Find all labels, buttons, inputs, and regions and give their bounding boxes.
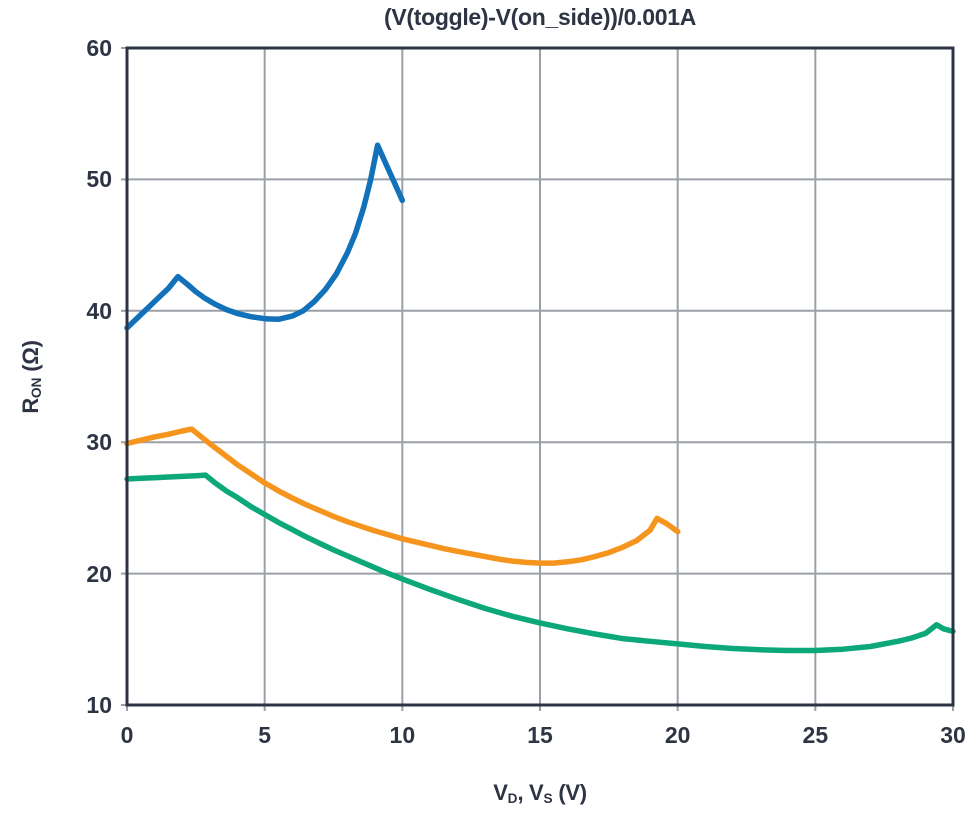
x-tick-label: 0	[120, 722, 134, 748]
orange-curve	[124, 426, 681, 566]
x-tick-label: 10	[389, 722, 416, 748]
axis-label-text: R	[18, 398, 43, 414]
axis-label-text: (Ω)	[18, 340, 43, 378]
x-axis-label: VD, VS (V)	[127, 780, 953, 806]
plot-frame	[125, 46, 955, 707]
chart-title: (V(toggle)-V(on_side))/0.001A	[383, 4, 697, 30]
y-axis-label: RON (Ω)	[16, 177, 46, 577]
y-tick-label: 50	[86, 166, 112, 193]
y-tick-label: 30	[86, 429, 112, 456]
axis-label-subscript: D	[507, 791, 518, 806]
y-tick-label: 10	[86, 692, 112, 718]
axis-label-subscript: ON	[29, 377, 44, 399]
green-curve	[124, 472, 956, 654]
x-tick-label: 30	[940, 722, 966, 748]
y-tick-label: 40	[86, 297, 112, 324]
axis-label-text: , V	[517, 780, 544, 805]
x-tick-label: 20	[664, 722, 691, 748]
x-tick-label: 25	[802, 722, 829, 748]
y-tick-label: 60	[86, 35, 112, 61]
blue-curve	[124, 142, 406, 331]
y-tick-label: 20	[86, 560, 112, 587]
axis-label-text: (V)	[552, 780, 587, 805]
x-tick-label: 15	[527, 722, 553, 748]
axis-label-subscript: S	[543, 791, 553, 806]
axis-label-text: V	[493, 780, 508, 805]
x-tick-label: 5	[258, 722, 272, 748]
